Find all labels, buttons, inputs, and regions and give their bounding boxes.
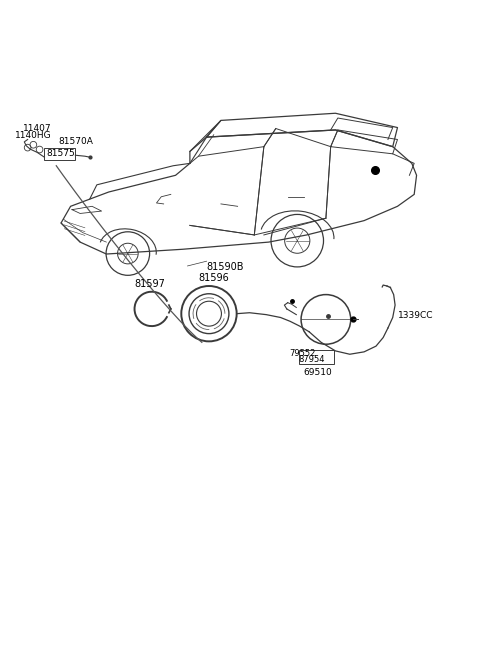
Text: 81570A: 81570A bbox=[59, 136, 94, 146]
Text: 11407: 11407 bbox=[23, 124, 51, 133]
Text: 81597: 81597 bbox=[134, 279, 165, 289]
Text: 79552: 79552 bbox=[289, 349, 315, 358]
Bar bbox=[299, 350, 335, 364]
Bar bbox=[44, 148, 75, 159]
Text: 1140HG: 1140HG bbox=[15, 131, 51, 140]
Text: 1339CC: 1339CC bbox=[397, 311, 433, 320]
Text: 81590B: 81590B bbox=[206, 262, 244, 272]
Text: 69510: 69510 bbox=[303, 368, 332, 377]
Text: 87954: 87954 bbox=[299, 355, 325, 363]
Text: 81575: 81575 bbox=[47, 149, 75, 158]
Text: 81596: 81596 bbox=[198, 273, 229, 283]
